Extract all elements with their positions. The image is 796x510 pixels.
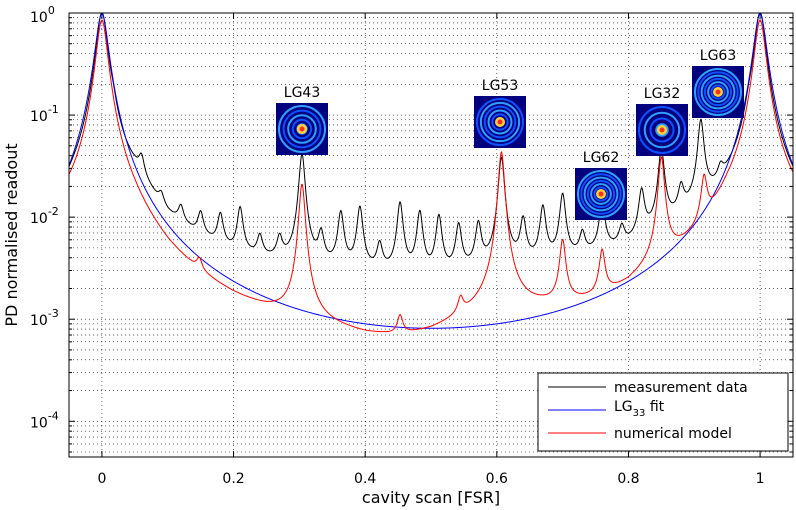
legend: measurement data LG33 fit numerical mode… — [537, 372, 789, 452]
mode-ring — [491, 113, 509, 131]
mode-ring — [278, 105, 326, 153]
mode-ring — [287, 114, 317, 144]
mode-ring — [282, 109, 322, 149]
x-tick-label: 0.2 — [222, 471, 244, 487]
mode-ring — [590, 183, 612, 205]
mode-label-lg62: LG62 — [583, 150, 619, 166]
legend-label-measurement: measurement data — [614, 380, 748, 396]
x-tick-label: 0.6 — [486, 471, 508, 487]
mode-ring — [655, 123, 669, 137]
mode-ring — [586, 179, 616, 209]
mode-ring — [577, 170, 625, 218]
x-tick-label: 0 — [97, 471, 106, 487]
mode-center — [659, 127, 665, 133]
mode-ring — [697, 71, 739, 113]
mode-ring — [703, 77, 733, 107]
mode-ring — [479, 101, 521, 143]
mode-ring — [710, 84, 726, 100]
x-axis-label: cavity scan [FSR] — [362, 488, 500, 507]
mode-ring — [476, 98, 524, 146]
mode-ring — [593, 186, 609, 202]
x-tick-label: 1 — [756, 471, 765, 487]
curves — [69, 13, 793, 333]
mode-ring — [583, 176, 619, 212]
x-tick-label: 0.4 — [354, 471, 376, 487]
series-numerical-model — [69, 19, 793, 333]
grid — [69, 12, 793, 457]
y-tick-label: 10-2 — [30, 205, 59, 227]
mode-ring — [483, 105, 517, 139]
x-tick-label: 0.8 — [617, 471, 639, 487]
mode-ring — [638, 106, 686, 154]
mode-ring — [694, 68, 742, 116]
mode-center — [299, 126, 305, 132]
mode-label-lg53: LG53 — [482, 78, 518, 94]
mode-label-lg32: LG32 — [644, 86, 680, 102]
axis-ticks: 0 0.2 0.4 0.6 0.8 1 100 10-1 10-2 10-3 10-4 — [30, 4, 793, 487]
mode-ring — [580, 173, 622, 215]
y-tick-label: 100 — [30, 4, 55, 26]
mode-ring — [649, 117, 675, 143]
mode-center — [598, 191, 604, 197]
mode-annotations: LG43 LG53 LG62 LG32 LG63 — [276, 48, 744, 220]
y-tick-label: 10-3 — [30, 307, 59, 329]
mode-ring — [291, 118, 313, 140]
mode-ring — [707, 81, 729, 103]
series-measurement-data — [69, 13, 793, 259]
y-tick-label: 10-1 — [30, 103, 59, 125]
mode-center — [715, 89, 721, 95]
legend-box — [537, 372, 789, 452]
y-tick-label: 10-4 — [30, 409, 59, 431]
mode-ring — [643, 111, 681, 149]
mode-label-lg63: LG63 — [700, 48, 736, 64]
legend-label-fit: LG33 fit — [614, 399, 665, 419]
mode-ring — [487, 109, 513, 135]
mode-ring — [700, 74, 736, 110]
legend-label-model: numerical model — [614, 426, 732, 442]
mode-center — [497, 119, 503, 125]
y-axis-label: PD normalised readout — [2, 143, 21, 326]
series-lg33-fit — [69, 13, 793, 329]
mode-label-lg43: LG43 — [284, 85, 320, 101]
plot-frame — [68, 12, 794, 458]
